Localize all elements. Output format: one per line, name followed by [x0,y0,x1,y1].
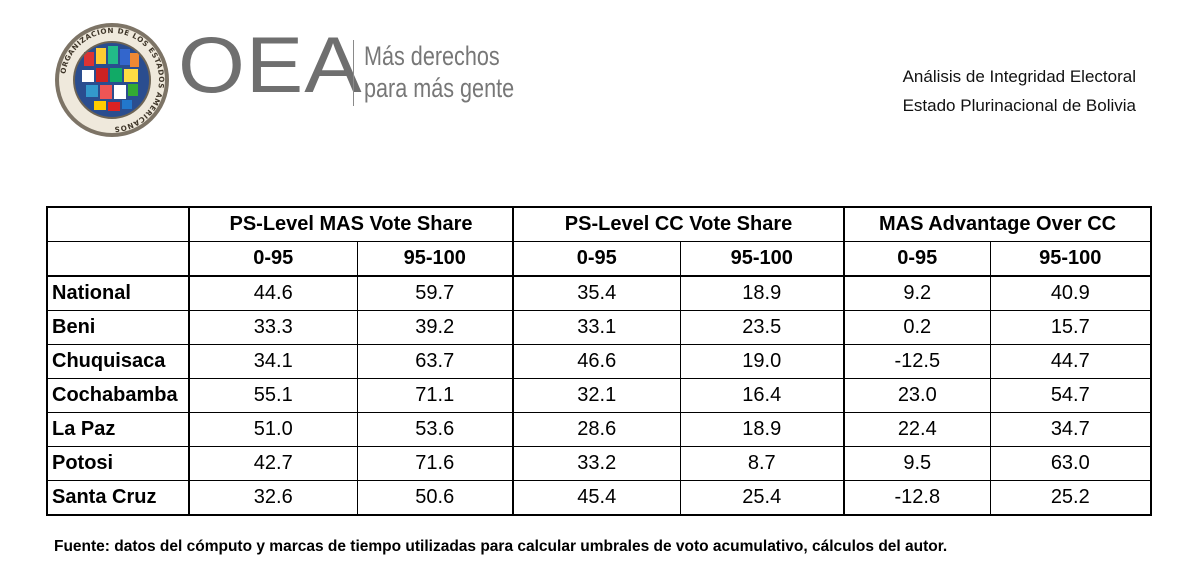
table-cell: 53.6 [356,412,514,447]
table-cell: 16.4 [679,378,845,413]
logo-divider [353,40,354,106]
table-cell: 18.9 [679,275,845,311]
table-header-subcolumns: 0-95 95-100 0-95 95-100 0-95 95-100 [46,241,1152,277]
table-row: Beni 33.3 39.2 33.1 23.5 0.2 15.7 [46,310,1152,345]
table-cell: 25.2 [989,480,1152,516]
table-row: La Paz 51.0 53.6 28.6 18.9 22.4 34.7 [46,412,1152,447]
table-cell: 9.5 [843,446,991,481]
table-cell: 71.6 [356,446,514,481]
row-label: National [46,275,190,311]
table-cell: 33.2 [512,446,681,481]
table-cell: 8.7 [679,446,845,481]
table-cell: 19.0 [679,344,845,379]
table-cell: 32.1 [512,378,681,413]
table-cell: 44.6 [188,275,358,311]
group-header-cc: PS-Level CC Vote Share [512,206,845,242]
table-cell: 18.9 [679,412,845,447]
table-cell: 33.1 [512,310,681,345]
row-label: Cochabamba [46,378,190,413]
table-cell: 23.5 [679,310,845,345]
table-cell: 15.7 [989,310,1152,345]
table-cell: 35.4 [512,275,681,311]
table-cell: 46.6 [512,344,681,379]
group-header-advantage: MAS Advantage Over CC [843,206,1152,242]
table-cell: 33.3 [188,310,358,345]
subcolumn-header: 0-95 [188,241,358,277]
report-title-line-1: Análisis de Integridad Electoral [902,67,1136,86]
table-cell: 40.9 [989,275,1152,311]
corner-cell [46,206,190,242]
table-cell: 9.2 [843,275,991,311]
subcolumn-header: 95-100 [679,241,845,277]
table-cell: 23.0 [843,378,991,413]
table-cell: 55.1 [188,378,358,413]
source-note: Fuente: datos del cómputo y marcas de ti… [54,538,948,555]
tagline: Más derechos para más gente [364,40,514,104]
table-row: Chuquisaca 34.1 63.7 46.6 19.0 -12.5 44.7 [46,344,1152,379]
table-row: Cochabamba 55.1 71.1 32.1 16.4 23.0 54.7 [46,378,1152,413]
table-cell: 63.0 [989,446,1152,481]
row-label: Santa Cruz [46,480,190,516]
table-body: National 44.6 59.7 35.4 18.9 9.2 40.9 Beni 33.3 3… [46,275,1152,516]
tagline-line-1: Más derechos [364,41,500,71]
table-cell: 44.7 [989,344,1152,379]
table-cell: 54.7 [989,378,1152,413]
corner-cell [46,241,190,277]
table-cell: 25.4 [679,480,845,516]
row-label: Potosi [46,446,190,481]
table-cell: 34.7 [989,412,1152,447]
table-cell: -12.8 [843,480,991,516]
table-header-groups: PS-Level MAS Vote Share PS-Level CC Vote… [46,206,1152,242]
table-cell: 28.6 [512,412,681,447]
table-cell: 63.7 [356,344,514,379]
table-row: Santa Cruz 32.6 50.6 45.4 25.4 -12.8 25.2 [46,480,1152,516]
table-cell: 32.6 [188,480,358,516]
subcolumn-header: 95-100 [356,241,514,277]
table-cell: 50.6 [356,480,514,516]
report-title-line-2: Estado Plurinacional de Bolivia [902,96,1136,115]
subcolumn-header: 0-95 [512,241,681,277]
row-label: La Paz [46,412,190,447]
table-cell: 0.2 [843,310,991,345]
tagline-line-2: para más gente [364,73,515,103]
table-cell: 59.7 [356,275,514,311]
table-cell: 45.4 [512,480,681,516]
table-row: National 44.6 59.7 35.4 18.9 9.2 40.9 [46,275,1152,311]
table-cell: -12.5 [843,344,991,379]
table-cell: 22.4 [843,412,991,447]
oas-seal-logo: ORGANIZACION DE LOS ESTADOS AMERICANOS [55,23,169,137]
row-label: Chuquisaca [46,344,190,379]
report-title: Análisis de Integridad Electoral Estado … [903,62,1136,120]
subcolumn-header: 0-95 [843,241,991,277]
row-label: Beni [46,310,190,345]
results-table: PS-Level MAS Vote Share PS-Level CC Vote… [46,206,1153,516]
table-cell: 34.1 [188,344,358,379]
oea-logo-text: OEA [178,21,363,110]
table-cell: 42.7 [188,446,358,481]
table-cell: 51.0 [188,412,358,447]
subcolumn-header: 95-100 [989,241,1152,277]
table-cell: 39.2 [356,310,514,345]
table-cell: 71.1 [356,378,514,413]
group-header-mas: PS-Level MAS Vote Share [187,206,514,242]
table-row: Potosi 42.7 71.6 33.2 8.7 9.5 63.0 [46,446,1152,481]
